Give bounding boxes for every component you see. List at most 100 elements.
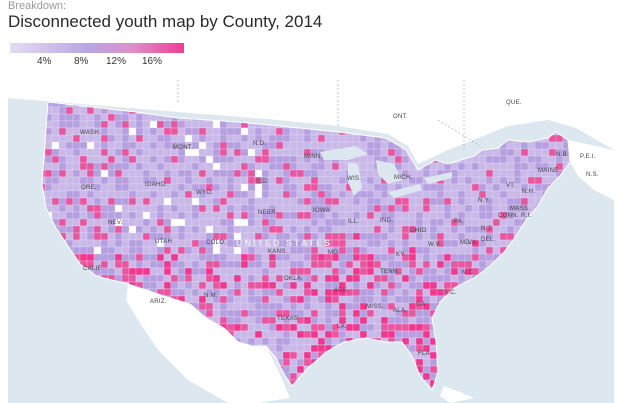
county-tile[interactable] [275, 218, 284, 227]
county-tile[interactable] [499, 302, 508, 311]
county-tile[interactable] [429, 358, 438, 367]
county-tile[interactable] [429, 281, 438, 290]
county-tile[interactable] [464, 302, 480, 311]
county-tile[interactable] [541, 211, 550, 220]
county-tile[interactable] [499, 344, 508, 353]
county-tile[interactable] [100, 351, 109, 360]
county-tile[interactable] [128, 351, 137, 360]
county-tile[interactable] [100, 309, 109, 318]
county-tile[interactable] [142, 155, 151, 164]
county-tile[interactable] [311, 394, 325, 401]
county-tile[interactable] [86, 106, 95, 115]
county-tile[interactable] [44, 337, 53, 346]
county-tile[interactable] [233, 274, 242, 283]
county-tile[interactable] [219, 281, 228, 290]
county-tile[interactable] [415, 288, 424, 297]
county-tile[interactable] [226, 232, 235, 241]
county-tile[interactable] [569, 386, 577, 394]
county-tile[interactable] [577, 366, 591, 373]
county-tile[interactable] [261, 253, 270, 262]
county-tile[interactable] [534, 344, 543, 353]
county-tile[interactable] [429, 330, 438, 339]
county-tile[interactable] [254, 218, 263, 227]
county-tile[interactable] [338, 197, 347, 206]
county-tile[interactable] [478, 141, 487, 150]
county-tile[interactable] [541, 141, 550, 150]
county-tile[interactable] [93, 358, 102, 367]
county-tile[interactable] [353, 394, 360, 401]
county-tile[interactable] [471, 246, 480, 255]
county-tile[interactable] [324, 379, 333, 388]
county-tile[interactable] [289, 134, 298, 143]
county-tile[interactable] [128, 379, 144, 388]
county-tile[interactable] [198, 141, 207, 150]
county-tile[interactable] [86, 134, 95, 143]
county-tile[interactable] [555, 204, 564, 213]
county-tile[interactable] [93, 113, 102, 122]
county-tile[interactable] [38, 372, 46, 381]
county-tile[interactable] [114, 148, 123, 157]
county-tile[interactable] [163, 386, 179, 394]
county-tile[interactable] [478, 323, 487, 332]
county-tile[interactable] [471, 204, 480, 213]
county-tile[interactable] [177, 113, 186, 122]
county-tile[interactable] [65, 253, 74, 262]
county-tile[interactable] [38, 239, 46, 248]
county-tile[interactable] [569, 267, 577, 276]
county-tile[interactable] [429, 323, 445, 332]
county-tile[interactable] [80, 394, 94, 401]
county-tile[interactable] [100, 176, 109, 185]
county-tile[interactable] [121, 253, 130, 262]
county-tile[interactable] [107, 372, 116, 381]
county-tile[interactable] [261, 197, 270, 206]
county-tile[interactable] [499, 330, 515, 339]
county-tile[interactable] [499, 351, 515, 360]
county-tile[interactable] [436, 309, 452, 318]
county-tile[interactable] [212, 232, 221, 241]
county-tile[interactable] [58, 120, 67, 129]
county-tile[interactable] [555, 288, 564, 297]
county-tile[interactable] [135, 267, 144, 276]
county-tile[interactable] [219, 274, 228, 283]
county-tile[interactable] [156, 148, 165, 157]
county-tile[interactable] [387, 197, 396, 206]
county-tile[interactable] [142, 337, 151, 346]
county-tile[interactable] [443, 379, 452, 388]
county-tile[interactable] [562, 190, 570, 199]
county-tile[interactable] [534, 337, 543, 346]
county-tile[interactable] [149, 134, 158, 143]
county-tile[interactable] [226, 218, 235, 227]
county-tile[interactable] [149, 127, 158, 136]
county-tile[interactable] [513, 274, 522, 283]
county-tile[interactable] [303, 379, 312, 388]
county-tile[interactable] [114, 309, 123, 318]
county-tile[interactable] [380, 295, 389, 304]
county-tile[interactable] [296, 225, 305, 234]
county-tile[interactable] [338, 211, 347, 220]
county-tile[interactable] [352, 246, 361, 255]
county-tile[interactable] [72, 274, 81, 283]
county-tile[interactable] [58, 267, 67, 276]
county-tile[interactable] [121, 197, 130, 206]
county-tile[interactable] [233, 162, 242, 171]
county-tile[interactable] [268, 155, 277, 164]
county-tile[interactable] [219, 295, 228, 304]
county-tile[interactable] [44, 134, 53, 143]
county-tile[interactable] [247, 253, 256, 262]
county-tile[interactable] [198, 274, 207, 283]
county-tile[interactable] [331, 239, 340, 248]
county-tile[interactable] [471, 344, 480, 353]
county-tile[interactable] [121, 358, 130, 367]
county-tile[interactable] [79, 246, 88, 255]
county-tile[interactable] [352, 344, 361, 353]
county-tile[interactable] [324, 309, 333, 318]
county-tile[interactable] [534, 281, 543, 290]
county-tile[interactable] [436, 379, 445, 388]
county-tile[interactable] [296, 246, 305, 255]
county-tile[interactable] [569, 309, 577, 318]
county-tile[interactable] [422, 260, 431, 269]
county-tile[interactable] [142, 204, 151, 213]
county-tile[interactable] [51, 239, 67, 248]
county-tile[interactable] [513, 372, 522, 381]
county-tile[interactable] [107, 358, 116, 367]
